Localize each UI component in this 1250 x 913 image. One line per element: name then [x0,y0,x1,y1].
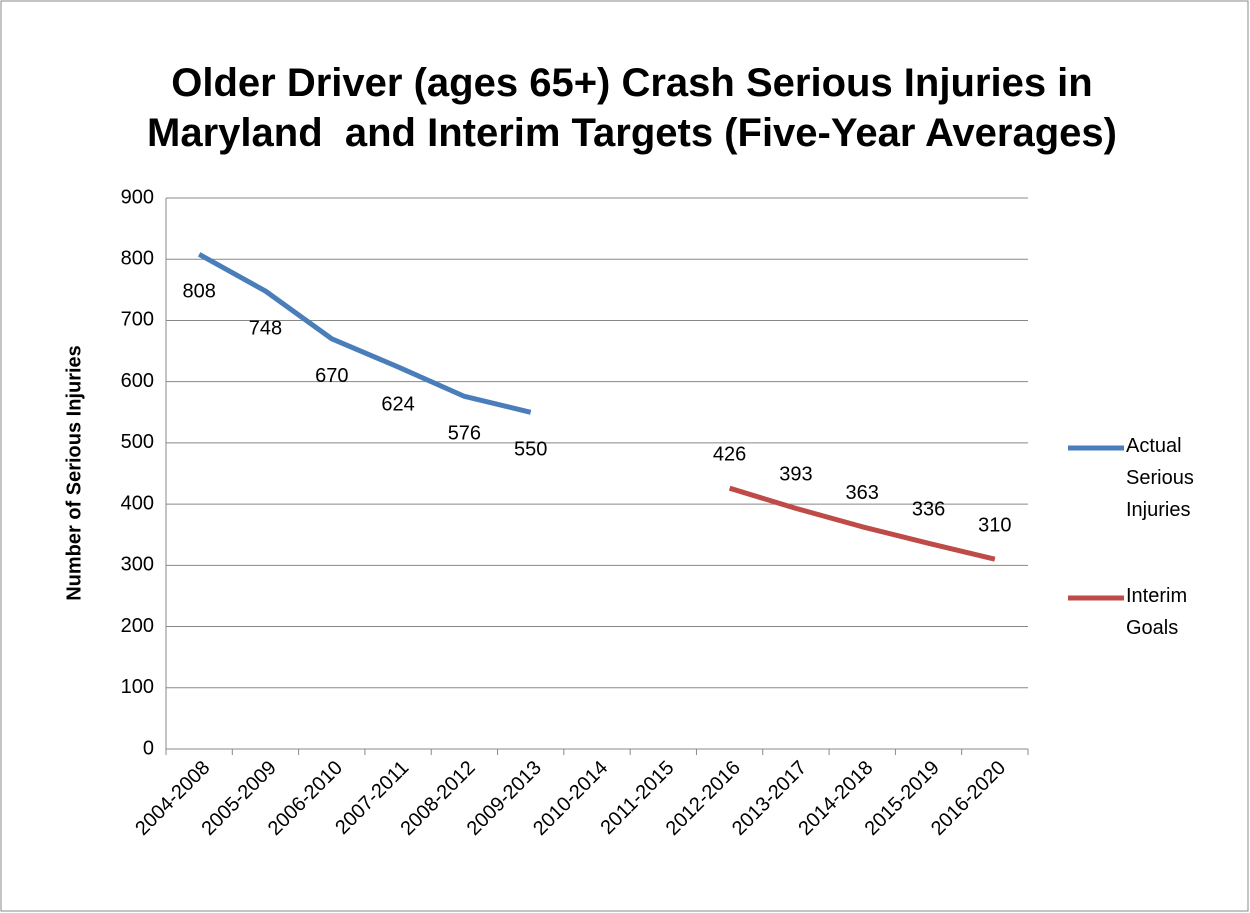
y-tick-label: 900 [121,186,154,208]
y-tick-label: 0 [143,737,154,759]
y-tick-label: 400 [121,492,154,514]
chart-title: Older Driver (ages 65+) Crash Serious In… [147,61,1117,155]
data-label: 426 [713,443,746,465]
y-tick-label: 800 [121,248,154,270]
data-label: 748 [249,317,282,339]
y-tick-label: 700 [121,309,154,331]
y-axis-label: Number of Serious Injuries [63,345,85,601]
legend-label: Actual Serious Injuries [1126,435,1194,521]
legend-label: Interim Goals [1126,585,1188,639]
series-line [197,252,532,415]
y-tick-label: 600 [121,370,154,392]
data-label: 363 [846,482,879,504]
y-tick-label: 200 [121,615,154,637]
data-label: 393 [779,464,812,486]
y-tick-label: 300 [121,554,154,576]
data-label: 310 [978,514,1011,536]
data-label: 670 [315,365,348,387]
data-label: 576 [448,423,481,445]
y-tick-label: 500 [121,431,154,453]
series-line [728,485,996,562]
data-label: 336 [912,499,945,521]
data-label: 624 [381,393,414,415]
data-label: 808 [182,281,215,303]
data-label: 550 [514,439,547,461]
y-tick-label: 100 [121,676,154,698]
